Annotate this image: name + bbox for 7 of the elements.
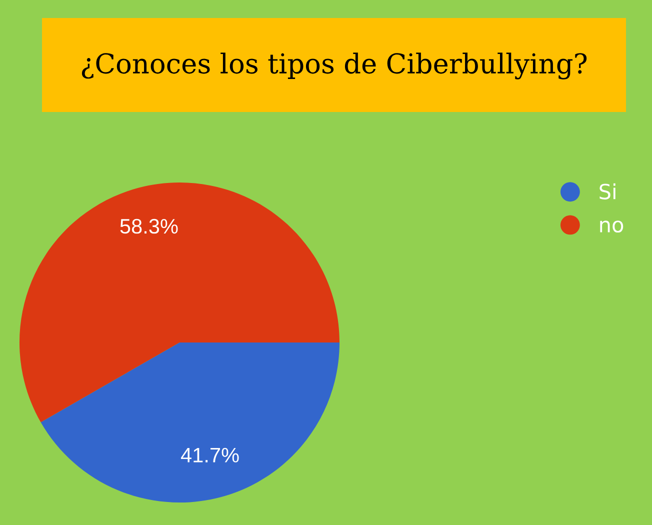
chart-title: ¿Conoces los tipos de Ciberbullying?	[82, 52, 587, 80]
legend-label: no	[600, 220, 624, 233]
data-label: 58.3%	[120, 218, 178, 234]
legend-label: Si	[600, 183, 616, 200]
pie-slice	[40, 342, 340, 503]
data-label: 41.7%	[180, 448, 239, 462]
pie-slice	[19, 182, 340, 422]
